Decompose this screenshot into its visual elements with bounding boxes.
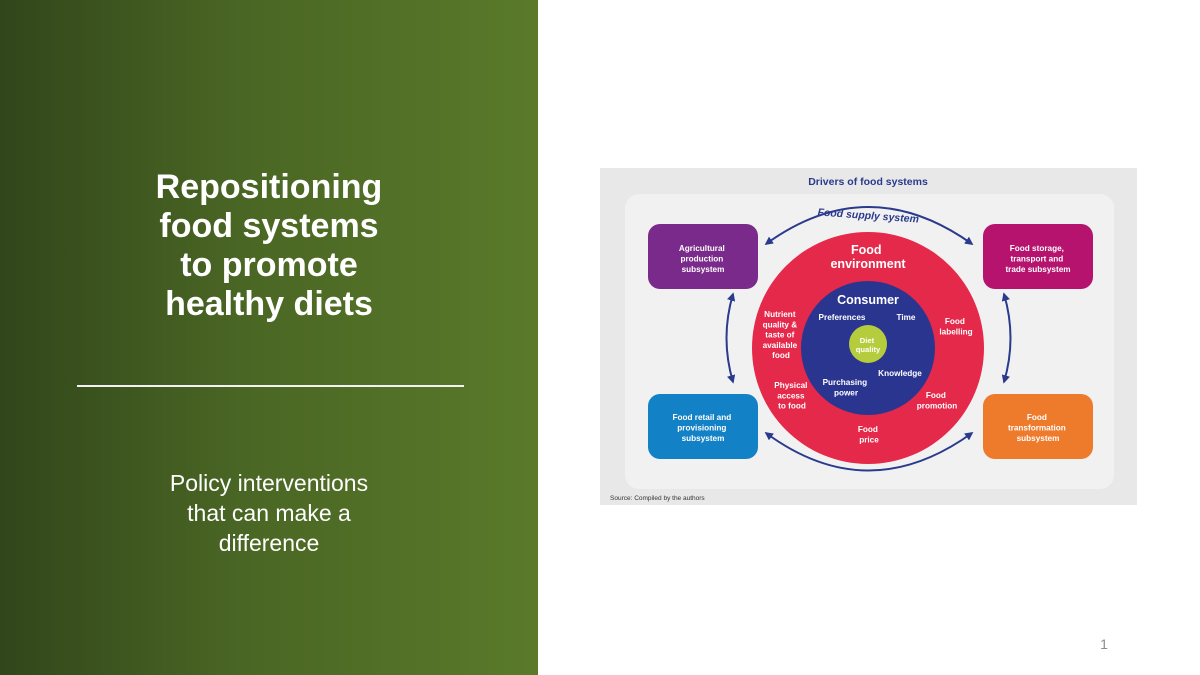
food-systems-diagram: Drivers of food systems Food supply syst… <box>600 168 1137 505</box>
bottom-supply-arrow <box>764 432 974 472</box>
food-promotion-label: Food promotion <box>917 391 957 410</box>
nutrient-quality-label: Nutrient quality & taste of available fo… <box>763 310 800 360</box>
title-divider <box>77 385 464 387</box>
food-price-label: Food price <box>858 425 880 444</box>
time-label: Time <box>897 313 916 322</box>
slide-title: Repositioning food systems to promote he… <box>155 168 383 323</box>
preferences-label: Preferences <box>819 313 866 322</box>
top-supply-arrow <box>764 206 974 245</box>
svg-text:Food storage, transport: Food storage, transport and trade subsys… <box>1005 244 1070 274</box>
right-supply-arrow <box>1001 292 1012 384</box>
svg-text:Agricultural production: Agricultural production subsystem <box>679 244 727 274</box>
knowledge-label: Knowledge <box>878 369 922 378</box>
title-panel <box>0 0 538 675</box>
storage-subsystem-box: Food storage, transport and trade subsys… <box>983 224 1093 289</box>
diet-quality-label: Diet quality <box>856 336 881 354</box>
retail-subsystem-box: Food retail and provisioning subsystem <box>648 394 758 459</box>
left-supply-arrow <box>725 292 736 384</box>
food-environment-title: Food environment <box>830 243 906 271</box>
slide-subtitle: Policy interventions that can make a dif… <box>169 470 369 556</box>
figure-source: Source: Compiled by the authors <box>610 495 705 502</box>
transformation-subsystem-box: Food transformation subsystem <box>983 394 1093 459</box>
svg-text:Food transformation: Food transformation subsystem <box>1008 413 1068 443</box>
consumer-title: Consumer <box>837 293 899 307</box>
figure-header: Drivers of food systems <box>808 176 928 188</box>
svg-text:Food retail and provisio: Food retail and provisioning subsystem <box>673 413 734 443</box>
diet-quality-circle <box>849 325 887 363</box>
physical-access-label: Physical access to food <box>774 381 810 411</box>
purchasing-power-label: Purchasing power <box>823 378 870 397</box>
food-labelling-label: Food labelling <box>939 317 972 336</box>
slide-number: 1 <box>1100 636 1108 652</box>
agricultural-subsystem-box: Agricultural production subsystem <box>648 224 758 289</box>
